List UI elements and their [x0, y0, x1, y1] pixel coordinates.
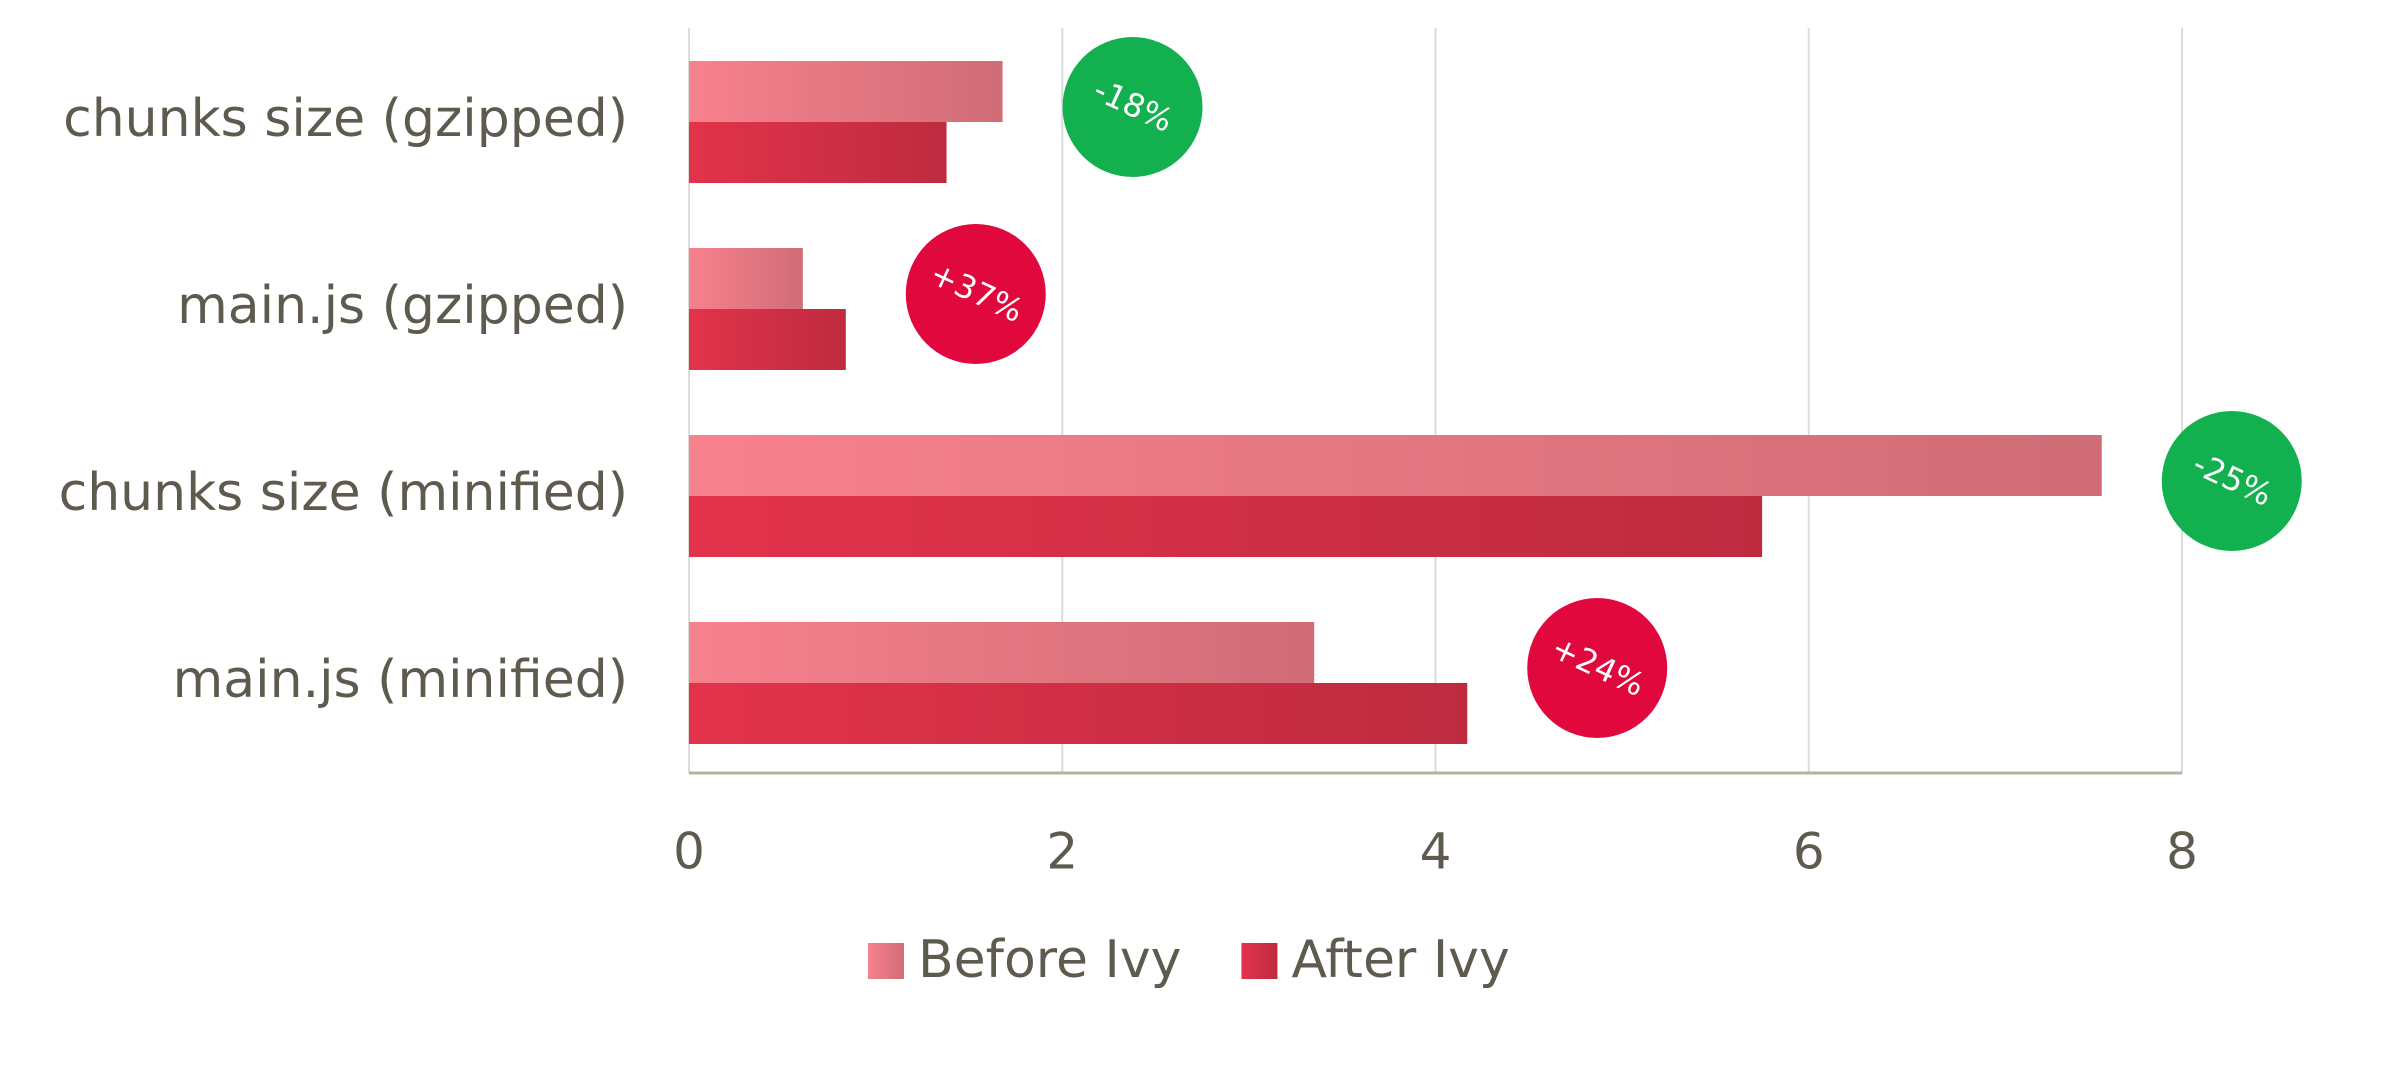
x-tick-label: 0: [673, 823, 705, 881]
legend-swatch-shade: [1241, 943, 1278, 979]
bar-shade: [689, 683, 1468, 744]
bar-shade: [689, 122, 947, 183]
y-tick-label: main.js (gzipped): [177, 276, 628, 336]
bar-shade: [689, 248, 803, 309]
bar-shade: [689, 622, 1315, 683]
change-badge: [905, 224, 1046, 364]
x-tick-label: 8: [2166, 823, 2198, 881]
bar-shade: [689, 61, 1003, 122]
legend-label: Before Ivy: [918, 930, 1181, 990]
bar-shade: [689, 309, 846, 370]
legend-swatch-shade: [868, 943, 904, 979]
change-badge: [1527, 598, 1668, 738]
legend-label: After Ivy: [1291, 930, 1509, 990]
x-tick-label: 4: [1420, 823, 1452, 881]
x-tick-label: 2: [1046, 823, 1078, 881]
change-badge: [1062, 37, 1203, 177]
y-tick-label: main.js (minified): [173, 650, 628, 710]
bar-shade: [689, 496, 1763, 557]
bar-shade: [689, 435, 2102, 496]
x-tick-label: 6: [1793, 823, 1825, 881]
change-badge: [2161, 411, 2302, 551]
y-tick-label: chunks size (minified): [59, 463, 628, 523]
y-tick-label: chunks size (gzipped): [63, 89, 628, 149]
